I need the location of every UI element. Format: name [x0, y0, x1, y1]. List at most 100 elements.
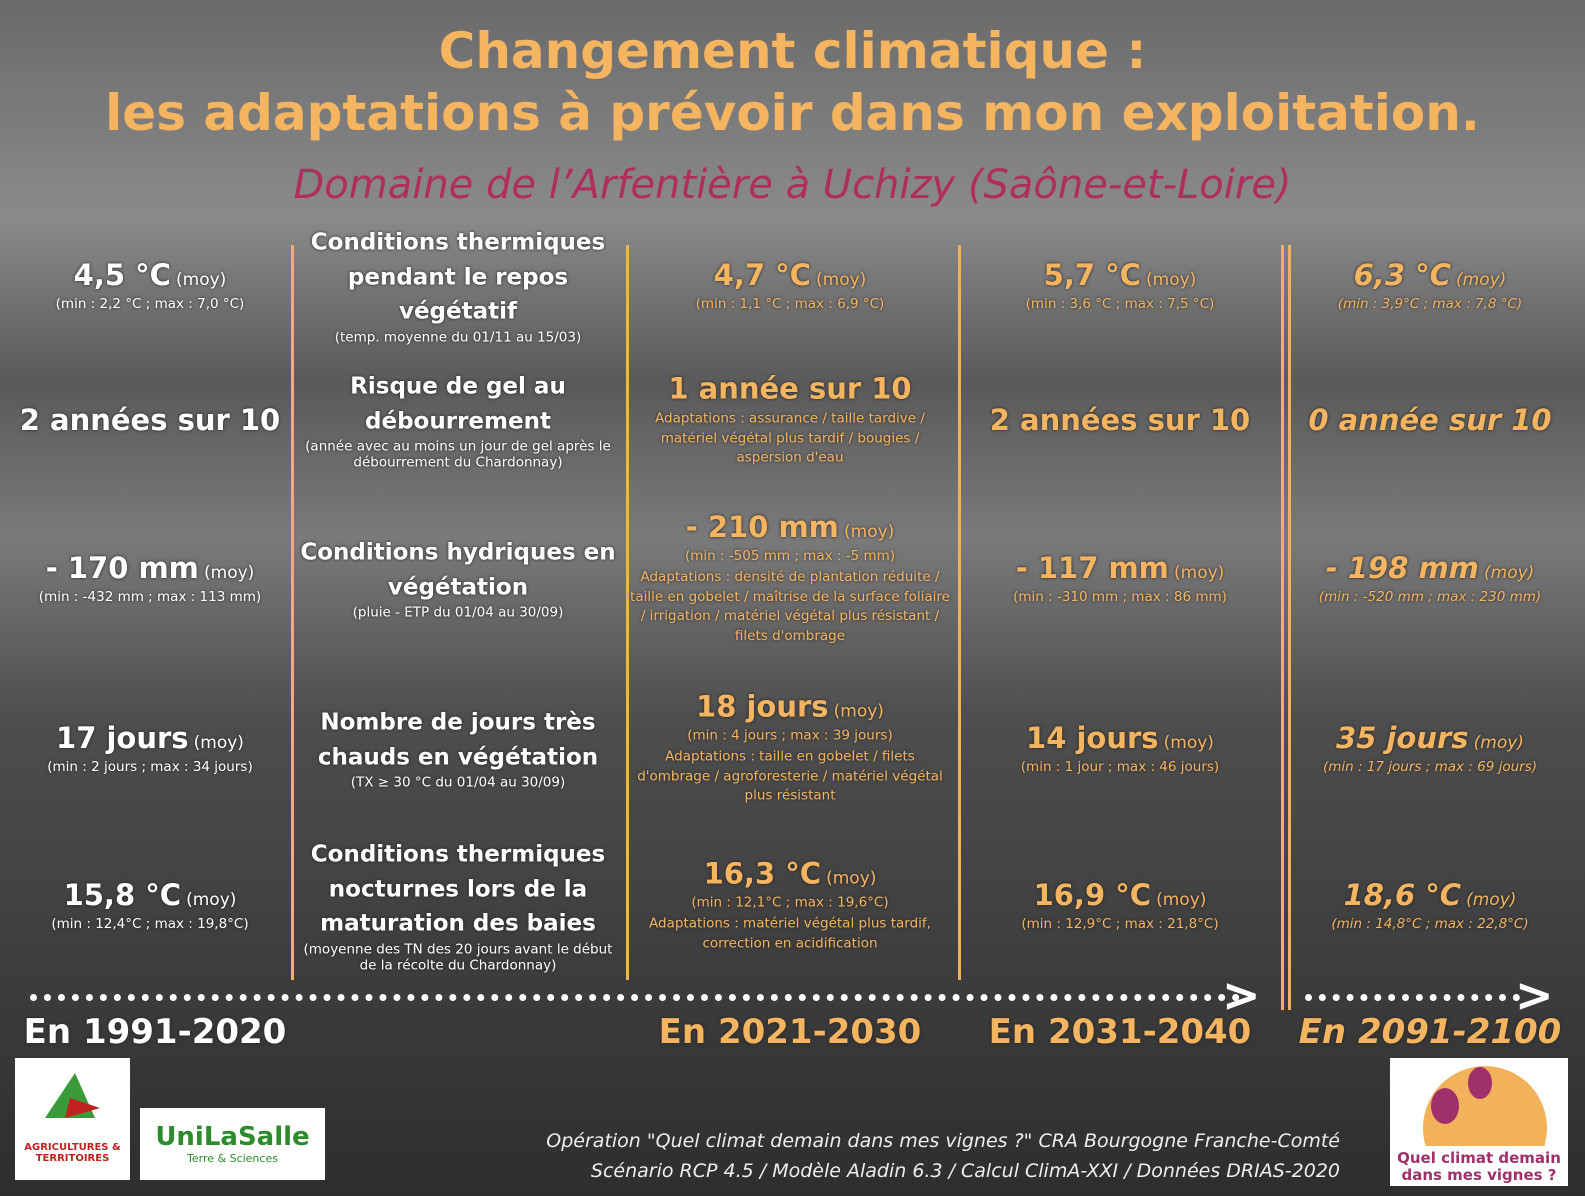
cell-unit: (moy) — [816, 270, 866, 290]
cell-value-line: 15,8 °C (moy) — [0, 878, 310, 912]
cell-unit: (moy) — [1164, 733, 1214, 753]
cell-value: 6,3 °C — [1354, 258, 1451, 292]
logo-text: Terre & Sciences — [140, 1152, 325, 1165]
cell-value-line: 18 jours (moy) — [630, 690, 950, 724]
period-label: En 2091-2100 — [1299, 1012, 1562, 1052]
cell-value: 4,7 °C — [714, 258, 811, 292]
cell-value: 14 jours — [1026, 721, 1159, 755]
title-line: les adaptations à prévoir dans mon explo… — [0, 84, 1585, 142]
indicator-label: Conditions thermiques pendant le repos v… — [293, 225, 623, 329]
cell-value-line: 5,7 °C (moy) — [960, 258, 1280, 292]
indicator-note: (temp. moyenne du 01/11 au 15/03) — [293, 329, 623, 345]
cell-value-line: - 170 mm (moy) — [0, 551, 310, 585]
indicator: Nombre de jours très chauds en végétatio… — [293, 706, 623, 791]
cell-value-line: 17 jours (moy) — [0, 721, 310, 755]
cell: 4,5 °C (moy) (min : 2,2 °C ; max : 7,0 °C… — [0, 258, 310, 312]
cell-range: (min : 12,1°C ; max : 19,6°C) — [630, 894, 950, 910]
cell-range: (min : 3,6 °C ; max : 7,5 °C) — [960, 296, 1280, 312]
cell-unit: (moy) — [194, 733, 244, 753]
cell-unit: (moy) — [1174, 563, 1224, 583]
cell-value-line: 16,3 °C (moy) — [630, 856, 950, 890]
cell-value: 18 jours — [696, 690, 829, 724]
cell-value: - 198 mm — [1326, 551, 1479, 585]
indicator: Conditions thermiques nocturnes lors de … — [293, 837, 623, 973]
cell-range: (min : 17 jours ; max : 69 jours) — [1270, 759, 1585, 775]
cell-unit: (moy) — [826, 868, 876, 888]
cell-value-line: 16,9 °C (moy) — [960, 878, 1280, 912]
title-line: Changement climatique : — [0, 22, 1585, 80]
indicator-note: (année avec au moins un jour de gel aprè… — [293, 439, 623, 471]
cell-unit: (moy) — [1146, 270, 1196, 290]
cell: 2 années sur 10 — [0, 403, 310, 437]
cell-value-line: 2 années sur 10 — [0, 403, 310, 437]
cell-value: - 210 mm — [686, 510, 839, 544]
cell-range: (min : 1,1 °C ; max : 6,9 °C) — [630, 296, 950, 312]
cell: 16,9 °C (moy) (min : 12,9°C ; max : 21,8°… — [960, 878, 1280, 932]
cell-range: (min : -310 mm ; max : 86 mm) — [960, 589, 1280, 605]
logo-icon — [1390, 1058, 1568, 1146]
logo: Quel climat demain dans mes vignes ? — [1390, 1058, 1568, 1186]
logo-icon — [15, 1058, 130, 1138]
cell-value: 1 année sur 10 — [668, 372, 911, 406]
cell-range: (min : -520 mm ; max : 230 mm) — [1270, 589, 1585, 605]
cell-value: 5,7 °C — [1044, 258, 1141, 292]
cell-value: 16,3 °C — [704, 856, 821, 890]
cell-value-line: - 210 mm (moy) — [630, 510, 950, 544]
cell-value-line: - 117 mm (moy) — [960, 551, 1280, 585]
cell-range: (min : 14,8°C ; max : 22,8°C) — [1270, 916, 1585, 932]
indicator: Risque de gel au débourrement(année avec… — [293, 370, 623, 471]
logo-text: Quel climat demain dans mes vignes ? — [1390, 1150, 1568, 1183]
indicator-label: Nombre de jours très chauds en végétatio… — [293, 706, 623, 775]
cell-unit: (moy) — [204, 563, 254, 583]
cell-range: (min : 3,9°C ; max : 7,8 °C) — [1270, 296, 1585, 312]
cell-range: (min : -505 mm ; max : -5 mm) — [630, 548, 950, 564]
cell: 5,7 °C (moy) (min : 3,6 °C ; max : 7,5 °C… — [960, 258, 1280, 312]
period-label: En 2021-2030 — [659, 1012, 922, 1052]
cell-value-line: - 198 mm (moy) — [1270, 551, 1585, 585]
cell-value: 0 année sur 10 — [1308, 403, 1551, 437]
infographic: Changement climatique : les adaptations … — [0, 0, 1585, 1196]
indicator-label: Conditions hydriques en végétation — [293, 536, 623, 605]
cell-value: 35 jours — [1336, 721, 1469, 755]
cell-adaptations: Adaptations : densité de plantation rédu… — [630, 568, 950, 646]
indicator-label: Risque de gel au débourrement — [293, 370, 623, 439]
cell-range: (min : 2,2 °C ; max : 7,0 °C) — [0, 296, 310, 312]
period-label: En 2031-2040 — [989, 1012, 1252, 1052]
cell-value-line: 1 année sur 10 — [630, 372, 950, 406]
cell: - 170 mm (moy)(min : -432 mm ; max : 113… — [0, 551, 310, 605]
cell-unit: (moy) — [1466, 890, 1516, 910]
cell-value: 18,6 °C — [1344, 878, 1461, 912]
indicator-note: (moyenne des TN des 20 jours avant le dé… — [293, 941, 623, 973]
divider — [626, 245, 629, 980]
cell-value-line: 14 jours (moy) — [960, 721, 1280, 755]
indicator: Conditions hydriques en végétation(pluie… — [293, 536, 623, 621]
cell: - 210 mm (moy) (min : -505 mm ; max : -5 … — [630, 510, 950, 646]
cell-value-line: 0 année sur 10 — [1270, 403, 1585, 437]
cell-value-line: 2 années sur 10 — [960, 403, 1280, 437]
indicator-label: Conditions thermiques nocturnes lors de … — [293, 837, 623, 941]
cell: - 117 mm (moy) (min : -310 mm ; max : 86 … — [960, 551, 1280, 605]
cell-range: (min : 12,4°C ; max : 19,8°C) — [0, 916, 310, 932]
credit: Opération "Quel climat demain dans mes v… — [546, 1130, 1340, 1152]
cell: 18,6 °C (moy) (min : 14,8°C ; max : 22,8°… — [1270, 878, 1585, 932]
cell-range: (min : 1 jour ; max : 46 jours) — [960, 759, 1280, 775]
divider — [958, 245, 961, 980]
cell-value-line: 35 jours (moy) — [1270, 721, 1585, 755]
cell-unit: (moy) — [176, 270, 226, 290]
cell-range: (min : 2 jours ; max : 34 jours) — [0, 759, 310, 775]
cell: 14 jours (moy) (min : 1 jour ; max : 46 j… — [960, 721, 1280, 775]
cell: - 198 mm (moy) (min : -520 mm ; max : 230… — [1270, 551, 1585, 605]
subtitle: Domaine de l’Arfentière à Uchizy (Saône-… — [0, 162, 1585, 208]
cell: 35 jours (moy) (min : 17 jours ; max : 69… — [1270, 721, 1585, 775]
cell: 2 années sur 10 — [960, 403, 1280, 437]
indicator-note: (pluie - ETP du 01/04 au 30/09) — [293, 605, 623, 621]
timeline — [1305, 994, 1520, 1001]
cell-value: 2 années sur 10 — [990, 403, 1251, 437]
cell-adaptations: Adaptations : matériel végétal plus tard… — [630, 914, 950, 953]
cell-value: 2 années sur 10 — [20, 403, 281, 437]
cell-value-line: 4,5 °C (moy) — [0, 258, 310, 292]
cell-range: (min : 12,9°C ; max : 21,8°C) — [960, 916, 1280, 932]
cell-value-line: 4,7 °C (moy) — [630, 258, 950, 292]
cell-unit: (moy) — [1456, 270, 1506, 290]
